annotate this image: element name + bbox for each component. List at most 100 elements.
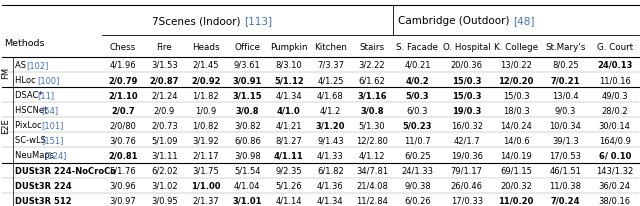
Text: 2/0.92: 2/0.92	[191, 76, 221, 85]
Text: 3/0.97: 3/0.97	[109, 196, 136, 205]
Text: 3/1.20: 3/1.20	[316, 121, 345, 130]
Text: 2/1.37: 2/1.37	[193, 196, 219, 205]
Text: 3/1.02: 3/1.02	[151, 181, 177, 190]
Text: Fire: Fire	[156, 42, 172, 51]
Text: 24/1.33: 24/1.33	[401, 166, 433, 175]
Text: 7/3.37: 7/3.37	[317, 61, 344, 70]
Text: St.Mary's: St.Mary's	[545, 42, 586, 51]
Text: 4/1.12: 4/1.12	[358, 151, 385, 160]
Text: 2/0.81: 2/0.81	[108, 151, 138, 160]
Text: 14/0.19: 14/0.19	[500, 151, 532, 160]
Text: 5/1.12: 5/1.12	[274, 76, 304, 85]
Text: 3/1.01: 3/1.01	[232, 196, 262, 205]
Text: 14/0.6: 14/0.6	[503, 136, 529, 145]
Text: 1/0.82: 1/0.82	[193, 121, 219, 130]
Text: 42/1.7: 42/1.7	[453, 136, 480, 145]
Text: Methods: Methods	[4, 39, 45, 48]
Text: 4/1.68: 4/1.68	[317, 91, 344, 100]
Text: [54]: [54]	[41, 106, 58, 115]
Text: 3/0.82: 3/0.82	[234, 121, 260, 130]
Text: 6/ 0.10: 6/ 0.10	[598, 151, 631, 160]
Text: Heads: Heads	[192, 42, 220, 51]
Text: 1/0.9: 1/0.9	[195, 106, 216, 115]
Text: 28/0.2: 28/0.2	[602, 106, 628, 115]
Text: AS: AS	[15, 61, 29, 70]
Text: 8/0.25: 8/0.25	[552, 61, 579, 70]
Text: 4/1.21: 4/1.21	[276, 121, 302, 130]
Text: 1/1.00: 1/1.00	[191, 181, 221, 190]
Text: 15/0.3: 15/0.3	[452, 76, 481, 85]
Text: S. Facade: S. Facade	[396, 42, 438, 51]
Text: 5/1.76: 5/1.76	[109, 166, 136, 175]
Text: 21/4.08: 21/4.08	[356, 181, 388, 190]
Text: 24/0.13: 24/0.13	[597, 61, 632, 70]
Text: 19/0.36: 19/0.36	[451, 151, 483, 160]
Text: 4/0.21: 4/0.21	[404, 61, 431, 70]
Text: Kitchen: Kitchen	[314, 42, 347, 51]
Text: 7/0.24: 7/0.24	[550, 196, 580, 205]
Text: 6/1.82: 6/1.82	[317, 166, 344, 175]
Text: DUSt3R 512: DUSt3R 512	[15, 196, 72, 205]
Text: 6/1.62: 6/1.62	[358, 76, 385, 85]
Text: 2/0.73: 2/0.73	[151, 121, 178, 130]
Text: 7/0.21: 7/0.21	[550, 76, 580, 85]
Text: 9/1.43: 9/1.43	[317, 136, 344, 145]
Text: [101]: [101]	[41, 121, 63, 130]
Text: 14/0.24: 14/0.24	[500, 121, 532, 130]
Text: 9/3.61: 9/3.61	[234, 61, 260, 70]
Text: 79/1.17: 79/1.17	[451, 166, 483, 175]
Text: 2/1.10: 2/1.10	[108, 91, 138, 100]
Text: 4/0.2: 4/0.2	[406, 76, 429, 85]
Text: 4/1.96: 4/1.96	[109, 61, 136, 70]
Text: 11/2.84: 11/2.84	[356, 196, 388, 205]
Text: 2/1.45: 2/1.45	[193, 61, 219, 70]
Text: 2/0.87: 2/0.87	[150, 76, 179, 85]
Text: Office: Office	[234, 42, 260, 51]
Text: [100]: [100]	[37, 76, 60, 85]
Text: 39/1.3: 39/1.3	[552, 136, 579, 145]
Text: 4/1.34: 4/1.34	[317, 196, 344, 205]
Text: 13/0.22: 13/0.22	[500, 61, 532, 70]
Text: 3/1.75: 3/1.75	[193, 166, 219, 175]
Text: 3/0.8: 3/0.8	[360, 106, 384, 115]
Text: 5/0.3: 5/0.3	[406, 91, 429, 100]
Text: [102]: [102]	[26, 61, 49, 70]
Text: 3/1.15: 3/1.15	[232, 91, 262, 100]
Text: 4/1.11: 4/1.11	[274, 151, 304, 160]
Text: 2/0.7: 2/0.7	[111, 106, 134, 115]
Text: 49/0.3: 49/0.3	[602, 91, 628, 100]
Text: 11/0.20: 11/0.20	[499, 196, 534, 205]
Text: 5/1.26: 5/1.26	[276, 181, 302, 190]
Text: 36/0.24: 36/0.24	[598, 181, 630, 190]
Text: 6/0.25: 6/0.25	[404, 151, 431, 160]
Text: 1/1.82: 1/1.82	[193, 91, 219, 100]
Text: 2/0.9: 2/0.9	[154, 106, 175, 115]
Text: 8/3.10: 8/3.10	[275, 61, 302, 70]
Text: Cambridge (Outdoor): Cambridge (Outdoor)	[398, 16, 513, 26]
Text: 3/0.76: 3/0.76	[109, 136, 136, 145]
Text: 3/0.8: 3/0.8	[236, 106, 259, 115]
Text: Stairs: Stairs	[360, 42, 385, 51]
Text: 5/1.09: 5/1.09	[151, 136, 177, 145]
Text: FM: FM	[1, 67, 10, 79]
Text: K. College: K. College	[494, 42, 538, 51]
Text: G. Court: G. Court	[596, 42, 633, 51]
Text: 38/0.16: 38/0.16	[598, 196, 631, 205]
Text: 11/0.16: 11/0.16	[599, 76, 630, 85]
Text: 4/1.36: 4/1.36	[317, 181, 344, 190]
Text: 3/1.16: 3/1.16	[357, 91, 387, 100]
Text: 5/1.54: 5/1.54	[234, 166, 260, 175]
Text: 2/1.24: 2/1.24	[151, 91, 177, 100]
Text: DUSt3R 224: DUSt3R 224	[15, 181, 72, 190]
Text: 9/0.3: 9/0.3	[555, 106, 576, 115]
Text: 4/1.2: 4/1.2	[320, 106, 341, 115]
Text: 2/0.79: 2/0.79	[108, 76, 138, 85]
Text: [124]: [124]	[45, 151, 67, 160]
Text: 3/1.11: 3/1.11	[151, 151, 177, 160]
Text: 34/7.81: 34/7.81	[356, 166, 388, 175]
Text: 20/0.36: 20/0.36	[451, 61, 483, 70]
Text: 3/1.92: 3/1.92	[193, 136, 219, 145]
Text: PixLoc: PixLoc	[15, 121, 44, 130]
Text: 10/0.34: 10/0.34	[549, 121, 581, 130]
Text: 20/0.32: 20/0.32	[500, 181, 532, 190]
